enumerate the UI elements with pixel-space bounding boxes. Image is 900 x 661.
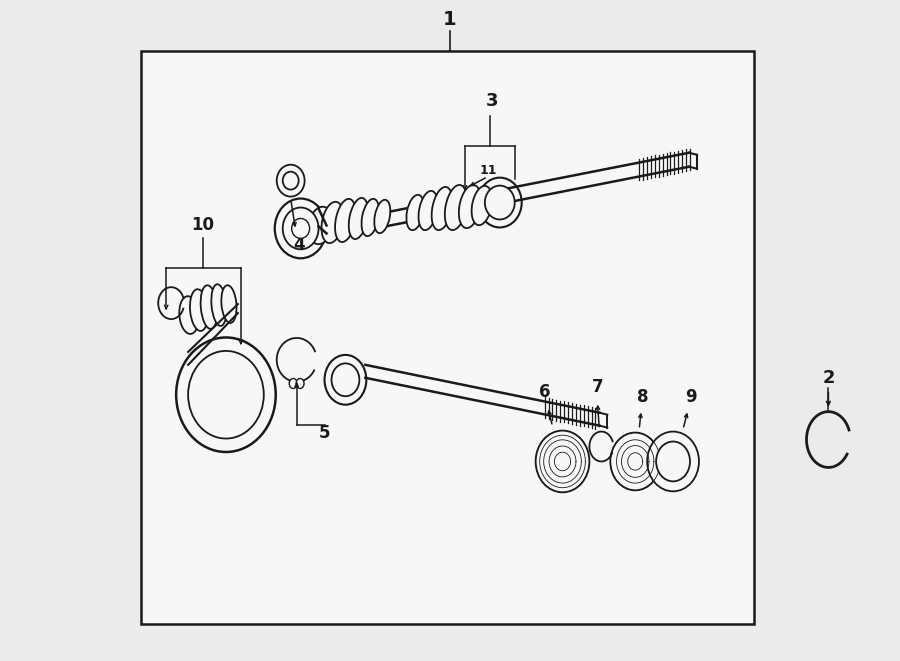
Ellipse shape: [309, 207, 333, 244]
Ellipse shape: [201, 286, 218, 329]
Ellipse shape: [283, 208, 319, 249]
Ellipse shape: [321, 202, 344, 243]
Ellipse shape: [472, 186, 492, 225]
Ellipse shape: [221, 286, 237, 323]
Text: 9: 9: [685, 388, 697, 406]
Ellipse shape: [656, 442, 690, 481]
Ellipse shape: [283, 172, 299, 190]
Ellipse shape: [296, 379, 304, 389]
Ellipse shape: [459, 185, 481, 228]
Ellipse shape: [485, 186, 515, 219]
Ellipse shape: [610, 432, 660, 490]
Text: 1: 1: [443, 10, 457, 29]
Text: 3: 3: [486, 92, 498, 110]
Text: 11: 11: [479, 164, 497, 177]
Text: 4: 4: [292, 237, 304, 254]
Ellipse shape: [188, 351, 264, 438]
Ellipse shape: [176, 338, 275, 452]
Text: 7: 7: [591, 378, 603, 396]
Ellipse shape: [190, 290, 208, 331]
Ellipse shape: [407, 195, 424, 230]
Ellipse shape: [179, 296, 199, 334]
Ellipse shape: [292, 219, 310, 239]
Ellipse shape: [348, 198, 368, 239]
Ellipse shape: [478, 178, 522, 227]
Bar: [141, 51, 753, 624]
Ellipse shape: [289, 379, 297, 389]
Ellipse shape: [274, 198, 327, 258]
Ellipse shape: [276, 165, 304, 196]
Ellipse shape: [212, 284, 227, 326]
Text: 6: 6: [539, 383, 551, 401]
Ellipse shape: [325, 355, 366, 405]
Text: 5: 5: [319, 424, 330, 442]
Text: 2: 2: [823, 369, 834, 387]
Ellipse shape: [335, 199, 356, 242]
Ellipse shape: [362, 199, 379, 236]
Ellipse shape: [418, 191, 437, 230]
Ellipse shape: [536, 430, 590, 492]
Ellipse shape: [432, 187, 453, 230]
Text: 10: 10: [192, 216, 214, 235]
Text: 8: 8: [637, 388, 649, 406]
Ellipse shape: [374, 200, 391, 233]
Ellipse shape: [331, 364, 359, 396]
Ellipse shape: [647, 432, 699, 491]
Ellipse shape: [445, 185, 467, 230]
